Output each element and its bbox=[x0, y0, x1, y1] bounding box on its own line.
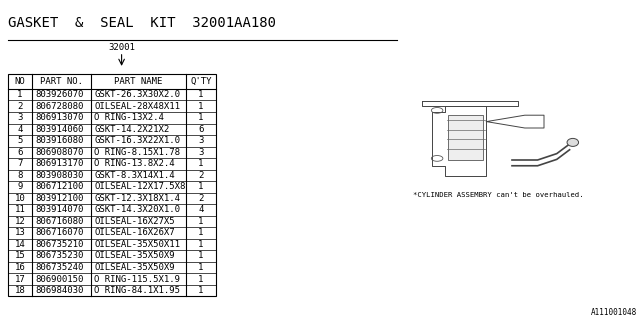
Text: OILSEAL-35X50X9: OILSEAL-35X50X9 bbox=[94, 263, 175, 272]
Text: GASKET  &  SEAL  KIT  32001AA180: GASKET & SEAL KIT 32001AA180 bbox=[8, 16, 276, 30]
Text: 806900150: 806900150 bbox=[35, 275, 84, 284]
Text: 2: 2 bbox=[17, 102, 22, 111]
Text: 15: 15 bbox=[15, 252, 25, 260]
Text: *CYLINDER ASSEMBRY can't be overhauled.: *CYLINDER ASSEMBRY can't be overhauled. bbox=[413, 192, 584, 198]
Text: 1: 1 bbox=[198, 240, 204, 249]
Text: 3: 3 bbox=[17, 113, 22, 122]
Text: 1: 1 bbox=[198, 159, 204, 168]
Text: OILSEAL-35X50X9: OILSEAL-35X50X9 bbox=[94, 252, 175, 260]
Text: GSKT-26.3X30X2.0: GSKT-26.3X30X2.0 bbox=[94, 90, 180, 99]
Text: 806735230: 806735230 bbox=[35, 252, 84, 260]
Text: O RING-84.1X1.95: O RING-84.1X1.95 bbox=[94, 286, 180, 295]
Text: 806716080: 806716080 bbox=[35, 217, 84, 226]
Text: 2: 2 bbox=[198, 171, 204, 180]
Text: 8: 8 bbox=[17, 171, 22, 180]
Text: 13: 13 bbox=[15, 228, 25, 237]
Text: 1: 1 bbox=[198, 182, 204, 191]
Text: 806716070: 806716070 bbox=[35, 228, 84, 237]
Text: 803912100: 803912100 bbox=[35, 194, 84, 203]
Text: 1: 1 bbox=[198, 90, 204, 99]
Text: 806913070: 806913070 bbox=[35, 113, 84, 122]
Text: 1: 1 bbox=[198, 275, 204, 284]
Text: 806913170: 806913170 bbox=[35, 159, 84, 168]
Text: GSKT-12.3X18X1.4: GSKT-12.3X18X1.4 bbox=[94, 194, 180, 203]
Text: OILSEAL-16X27X5: OILSEAL-16X27X5 bbox=[94, 217, 175, 226]
Text: 17: 17 bbox=[15, 275, 25, 284]
Text: OILSEAL-16X26X7: OILSEAL-16X26X7 bbox=[94, 228, 175, 237]
Text: 806735210: 806735210 bbox=[35, 240, 84, 249]
Text: 1: 1 bbox=[198, 263, 204, 272]
Text: 4: 4 bbox=[17, 125, 22, 134]
Text: 806735240: 806735240 bbox=[35, 263, 84, 272]
Bar bbox=[448, 115, 483, 160]
Text: 2: 2 bbox=[198, 194, 204, 203]
Text: A111001048: A111001048 bbox=[591, 308, 637, 317]
Text: 803926070: 803926070 bbox=[35, 90, 84, 99]
Text: 1: 1 bbox=[198, 286, 204, 295]
Text: 3: 3 bbox=[198, 148, 204, 157]
Text: PART NAME: PART NAME bbox=[114, 77, 163, 86]
Text: OILSEAL-12X17.5X8: OILSEAL-12X17.5X8 bbox=[94, 182, 186, 191]
Text: 5: 5 bbox=[17, 136, 22, 145]
Text: 803914060: 803914060 bbox=[35, 125, 84, 134]
Text: 16: 16 bbox=[15, 263, 25, 272]
Bar bbox=[8, 74, 216, 296]
Text: O RING-13.8X2.4: O RING-13.8X2.4 bbox=[94, 159, 175, 168]
Text: GSKT-8.3X14X1.4: GSKT-8.3X14X1.4 bbox=[94, 171, 175, 180]
Text: 806712100: 806712100 bbox=[35, 182, 84, 191]
Text: 803916080: 803916080 bbox=[35, 136, 84, 145]
Text: 4: 4 bbox=[198, 205, 204, 214]
Text: 11: 11 bbox=[15, 205, 25, 214]
Text: OILSEAL-28X48X11: OILSEAL-28X48X11 bbox=[94, 102, 180, 111]
Text: 1: 1 bbox=[198, 252, 204, 260]
Text: 806984030: 806984030 bbox=[35, 286, 84, 295]
Text: 14: 14 bbox=[15, 240, 25, 249]
Text: PART NO.: PART NO. bbox=[40, 77, 83, 86]
Text: 803914070: 803914070 bbox=[35, 205, 84, 214]
Text: 1: 1 bbox=[17, 90, 22, 99]
Text: O RING-115.5X1.9: O RING-115.5X1.9 bbox=[94, 275, 180, 284]
Text: 9: 9 bbox=[17, 182, 22, 191]
Ellipse shape bbox=[567, 138, 579, 147]
Text: 806728080: 806728080 bbox=[35, 102, 84, 111]
Text: 12: 12 bbox=[15, 217, 25, 226]
Text: 1: 1 bbox=[198, 102, 204, 111]
Text: 3: 3 bbox=[198, 136, 204, 145]
Text: 6: 6 bbox=[198, 125, 204, 134]
Text: GSKT-16.3X22X1.0: GSKT-16.3X22X1.0 bbox=[94, 136, 180, 145]
Text: 18: 18 bbox=[15, 286, 25, 295]
Text: 32001: 32001 bbox=[108, 43, 135, 52]
Text: O RING-8.15X1.78: O RING-8.15X1.78 bbox=[94, 148, 180, 157]
Text: Q'TY: Q'TY bbox=[190, 77, 212, 86]
Text: 10: 10 bbox=[15, 194, 25, 203]
Text: OILSEAL-35X50X11: OILSEAL-35X50X11 bbox=[94, 240, 180, 249]
Text: 7: 7 bbox=[17, 159, 22, 168]
Text: NO: NO bbox=[15, 77, 25, 86]
Text: GSKT-14.2X21X2: GSKT-14.2X21X2 bbox=[94, 125, 170, 134]
Text: GSKT-14.3X20X1.0: GSKT-14.3X20X1.0 bbox=[94, 205, 180, 214]
Text: O RING-13X2.4: O RING-13X2.4 bbox=[94, 113, 164, 122]
Text: 806908070: 806908070 bbox=[35, 148, 84, 157]
Text: 803908030: 803908030 bbox=[35, 171, 84, 180]
Text: 6: 6 bbox=[17, 148, 22, 157]
Text: 1: 1 bbox=[198, 228, 204, 237]
Text: 1: 1 bbox=[198, 217, 204, 226]
Text: 1: 1 bbox=[198, 113, 204, 122]
